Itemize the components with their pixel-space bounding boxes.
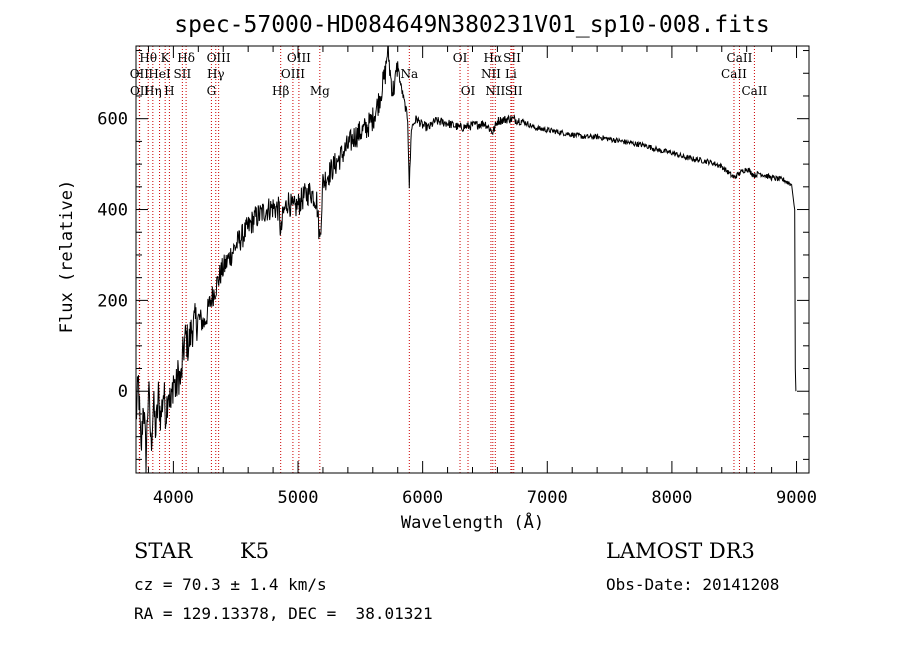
- y-tick-label: 200: [97, 291, 128, 311]
- spectral-line-label: Hθ: [139, 51, 157, 65]
- spectral-line-label: SII: [503, 51, 521, 65]
- spectral-line-label: Mg: [310, 84, 330, 98]
- object-subclass: K5: [240, 539, 270, 563]
- spectral-line-label: OI: [453, 51, 468, 65]
- spectral-line-label: OIII: [207, 51, 231, 65]
- spectral-line-label: NII: [485, 84, 505, 98]
- spectral-line-label: Hγ: [207, 67, 225, 81]
- spectral-line-label: NII: [481, 67, 501, 81]
- spectral-line-label: Hδ: [177, 51, 195, 65]
- object-class: STAR: [134, 539, 193, 563]
- chart-title: spec-57000-HD084649N380231V01_sp10-008.f…: [174, 12, 769, 38]
- y-tick-label: 600: [97, 110, 128, 130]
- spectral-line-label: CaII: [741, 84, 767, 98]
- spectral-line-markers: [138, 46, 755, 473]
- spectral-line-label: OIII: [287, 51, 311, 65]
- spectral-line-label: OI: [461, 84, 476, 98]
- spectral-line-label: Hη: [144, 84, 162, 98]
- x-axis-label: Wavelength (Å): [401, 511, 544, 533]
- x-tick-label: 5000: [278, 488, 319, 508]
- x-tick-label: 6000: [402, 488, 443, 508]
- observation-date: Obs-Date: 20141208: [606, 575, 780, 594]
- spectral-line-label: Hα: [484, 51, 503, 65]
- x-tick-label: 7000: [527, 488, 568, 508]
- spectral-line-label: G: [207, 84, 217, 98]
- spectral-line-label: H: [164, 84, 174, 98]
- spectral-line-label: SII: [505, 84, 523, 98]
- spectral-line-label: HeI: [148, 67, 171, 81]
- axes: 4000 5000 6000 7000 8000 9000 0 200 400 600: [97, 46, 817, 508]
- spectral-line-label: K: [161, 51, 171, 65]
- spectral-line-label: Li: [505, 67, 517, 81]
- redshift-velocity: cz = 70.3 ± 1.4 km/s: [134, 575, 327, 594]
- x-tick-label: 8000: [651, 488, 692, 508]
- x-tick-label: 9000: [776, 488, 817, 508]
- spectral-line-label: CaII: [727, 51, 753, 65]
- survey-name: LAMOST DR3: [606, 539, 755, 563]
- spectral-line-label: OIII: [281, 67, 305, 81]
- spectral-line-label: Hβ: [272, 84, 289, 98]
- spectral-line-label: SII: [174, 67, 192, 81]
- y-axis-label: Flux (relative): [57, 180, 77, 334]
- spectral-line-label: Na: [400, 67, 418, 81]
- spectral-line-label: CaII: [721, 67, 747, 81]
- spectrum-line: [135, 45, 797, 474]
- spectral-line-label: OII: [130, 67, 150, 81]
- plot-frame: [135, 45, 810, 474]
- spectral-line-label: OII: [130, 84, 150, 98]
- y-tick-label: 400: [97, 201, 128, 221]
- x-tick-label: 4000: [153, 488, 194, 508]
- y-tick-label: 0: [118, 382, 128, 402]
- coordinates: RA = 129.13378, DEC = 38.01321: [134, 604, 433, 623]
